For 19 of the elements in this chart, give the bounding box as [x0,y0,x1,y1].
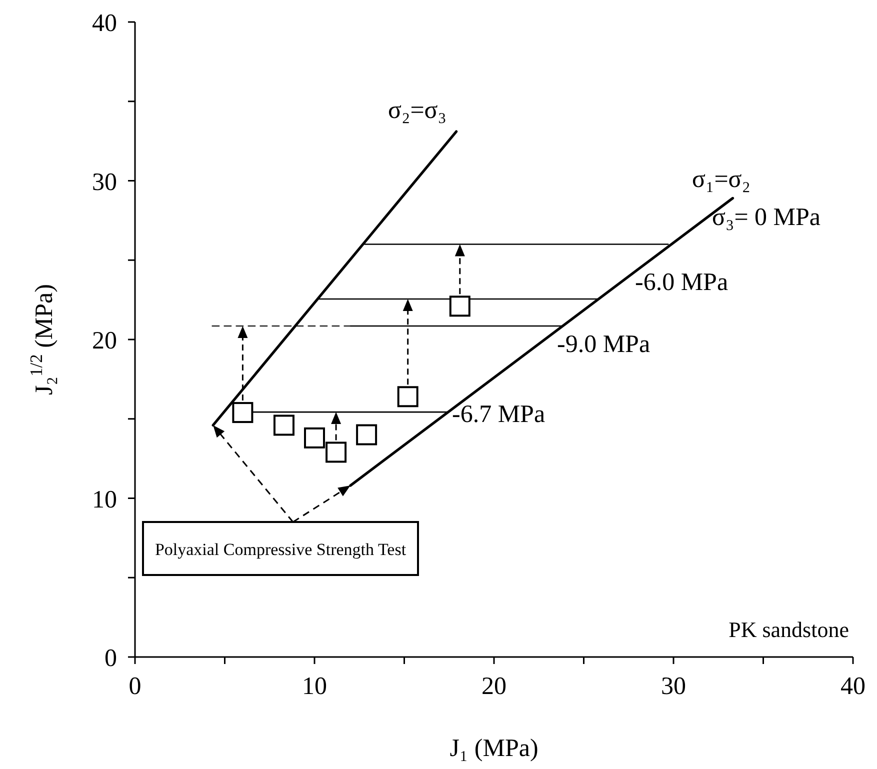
annotation: PK sandstone [728,617,849,642]
y-tick-label: 0 [104,645,117,672]
annotation: -6.0 MPa [635,269,728,296]
y-tick-label: 40 [92,10,117,37]
x-tick-label: 40 [840,673,866,700]
annotation: -9.0 MPa [557,331,650,358]
x-tick-label: 30 [661,673,686,700]
x-axis-title: J₁ (MPa) [450,735,538,762]
x-tick-label: 0 [128,673,142,700]
annotation: σ₃= 0 MPa [712,204,821,231]
y-tick-label: 10 [92,486,117,514]
annotation: σ₂=σ₃ [388,97,446,124]
x-tick-label: 10 [302,673,327,700]
y-tick-label: 20 [92,328,117,354]
annotation: σ₁=σ₂ [692,166,750,193]
x-tick-label: 20 [482,673,506,700]
annotation: -6.7 MPa [452,401,546,428]
annotation: Polyaxial Compressive Strength Test [154,540,406,559]
y-tick-label: 30 [92,168,117,196]
